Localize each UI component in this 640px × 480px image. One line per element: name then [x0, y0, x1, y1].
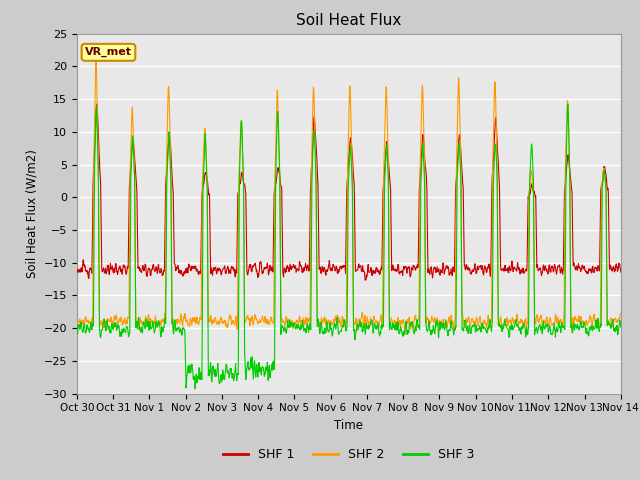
Y-axis label: Soil Heat Flux (W/m2): Soil Heat Flux (W/m2): [25, 149, 38, 278]
Text: VR_met: VR_met: [85, 47, 132, 58]
X-axis label: Time: Time: [334, 419, 364, 432]
Title: Soil Heat Flux: Soil Heat Flux: [296, 13, 401, 28]
Legend: SHF 1, SHF 2, SHF 3: SHF 1, SHF 2, SHF 3: [218, 443, 479, 466]
